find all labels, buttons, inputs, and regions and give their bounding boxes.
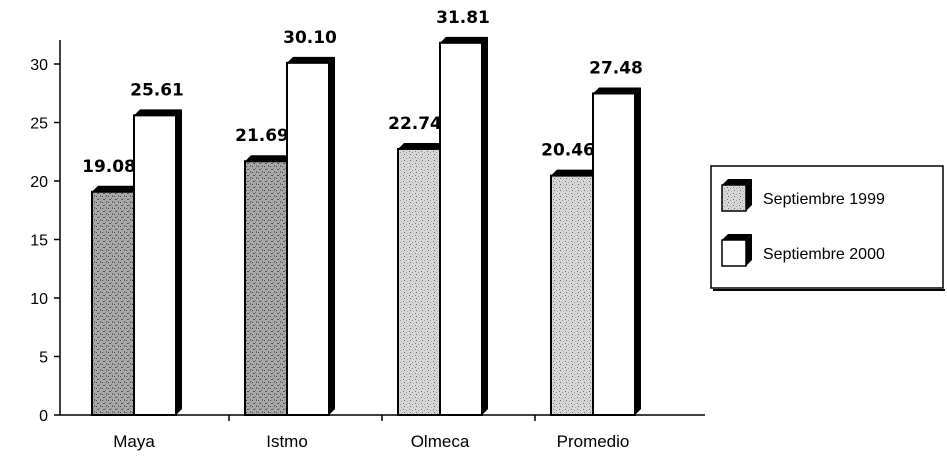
category-label: Olmeca bbox=[411, 432, 470, 451]
y-tick-label: 30 bbox=[30, 57, 48, 74]
category-label: Promedio bbox=[557, 432, 630, 451]
bar-top bbox=[440, 36, 488, 43]
legend-label: Septiembre 1999 bbox=[763, 191, 885, 208]
data-label: 25.61 bbox=[130, 80, 184, 100]
bar-side bbox=[176, 109, 182, 415]
data-label: 27.48 bbox=[589, 58, 643, 78]
bar-top bbox=[134, 109, 182, 116]
bar-side bbox=[635, 87, 641, 415]
y-tick-label: 10 bbox=[30, 291, 48, 308]
bar-top bbox=[287, 56, 335, 63]
category-label: Maya bbox=[113, 432, 155, 451]
bar-sep-1999-istmo bbox=[244, 160, 288, 416]
legend-swatch-top bbox=[722, 179, 752, 185]
legend-label: Septiembre 2000 bbox=[763, 246, 885, 263]
bar-sep-2000-promedio bbox=[592, 92, 636, 416]
legend-swatch bbox=[721, 239, 747, 267]
bar-sep-2000-olmeca bbox=[439, 41, 483, 417]
data-label: 22.74 bbox=[388, 114, 442, 134]
data-label: 31.81 bbox=[436, 8, 490, 28]
y-tick-label: 5 bbox=[39, 350, 48, 367]
y-tick-label: 15 bbox=[30, 233, 48, 250]
bar-sep-2000-maya bbox=[133, 114, 177, 416]
bars: 19.08 25.61 Maya 21.69 30.10 Istmo 22.74 31.81 O… bbox=[82, 8, 643, 451]
legend: Septiembre 1999 Septiembre 2000 bbox=[710, 165, 945, 291]
bar-top bbox=[245, 155, 293, 162]
bar-top bbox=[398, 142, 446, 149]
bar-sep-1999-maya bbox=[91, 190, 135, 416]
y-tick-label: 25 bbox=[30, 116, 48, 133]
bar-sep-1999-olmeca bbox=[397, 147, 441, 417]
bar-sep-1999-promedio bbox=[550, 174, 594, 416]
y-tick-label: 0 bbox=[39, 408, 48, 425]
legend-swatch-side bbox=[746, 179, 752, 211]
legend-swatch-side bbox=[746, 234, 752, 266]
bar-sep-2000-istmo bbox=[286, 61, 330, 417]
legend-swatch-top bbox=[722, 234, 752, 240]
data-label: 19.08 bbox=[82, 157, 136, 177]
bar-side bbox=[482, 36, 488, 416]
data-label: 21.69 bbox=[235, 126, 289, 146]
bar-top bbox=[593, 87, 641, 94]
bar-side bbox=[329, 56, 335, 415]
y-tick-label: 20 bbox=[30, 174, 48, 191]
bar-top bbox=[551, 169, 599, 176]
category-label: Istmo bbox=[266, 432, 308, 451]
data-label: 20.46 bbox=[541, 141, 595, 161]
legend-swatch bbox=[721, 184, 747, 212]
bar-top bbox=[92, 185, 140, 192]
data-label: 30.10 bbox=[283, 28, 337, 48]
